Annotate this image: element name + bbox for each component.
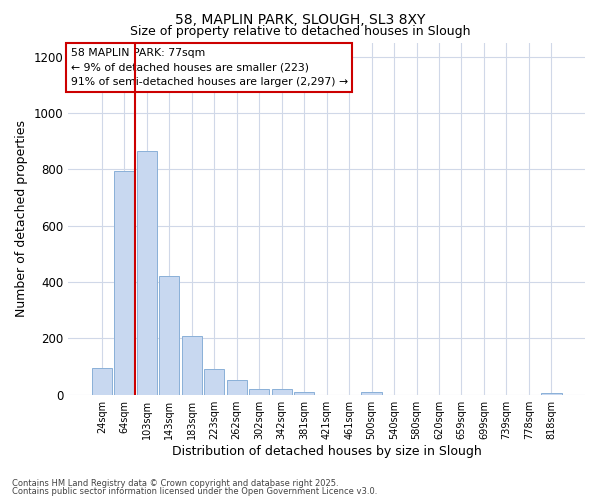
Bar <box>159 276 179 394</box>
Text: Contains public sector information licensed under the Open Government Licence v3: Contains public sector information licen… <box>12 487 377 496</box>
Bar <box>272 389 292 394</box>
Bar <box>92 368 112 394</box>
Y-axis label: Number of detached properties: Number of detached properties <box>15 120 28 317</box>
Text: Size of property relative to detached houses in Slough: Size of property relative to detached ho… <box>130 25 470 38</box>
Text: 58, MAPLIN PARK, SLOUGH, SL3 8XY: 58, MAPLIN PARK, SLOUGH, SL3 8XY <box>175 12 425 26</box>
X-axis label: Distribution of detached houses by size in Slough: Distribution of detached houses by size … <box>172 444 481 458</box>
Bar <box>294 392 314 394</box>
Text: 58 MAPLIN PARK: 77sqm
← 9% of detached houses are smaller (223)
91% of semi-deta: 58 MAPLIN PARK: 77sqm ← 9% of detached h… <box>71 48 348 88</box>
Bar <box>114 170 134 394</box>
Text: Contains HM Land Registry data © Crown copyright and database right 2025.: Contains HM Land Registry data © Crown c… <box>12 479 338 488</box>
Bar <box>182 336 202 394</box>
Bar <box>137 151 157 394</box>
Bar <box>227 380 247 394</box>
Bar <box>204 370 224 394</box>
Bar <box>361 392 382 394</box>
Bar <box>249 388 269 394</box>
